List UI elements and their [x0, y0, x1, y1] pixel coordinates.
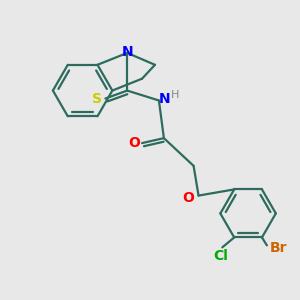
Text: O: O	[183, 190, 195, 205]
Text: H: H	[171, 89, 179, 100]
Text: Br: Br	[270, 241, 287, 255]
Text: N: N	[159, 92, 171, 106]
Text: S: S	[92, 92, 103, 106]
Text: O: O	[128, 136, 140, 150]
Text: N: N	[122, 45, 133, 59]
Text: Cl: Cl	[213, 249, 228, 263]
